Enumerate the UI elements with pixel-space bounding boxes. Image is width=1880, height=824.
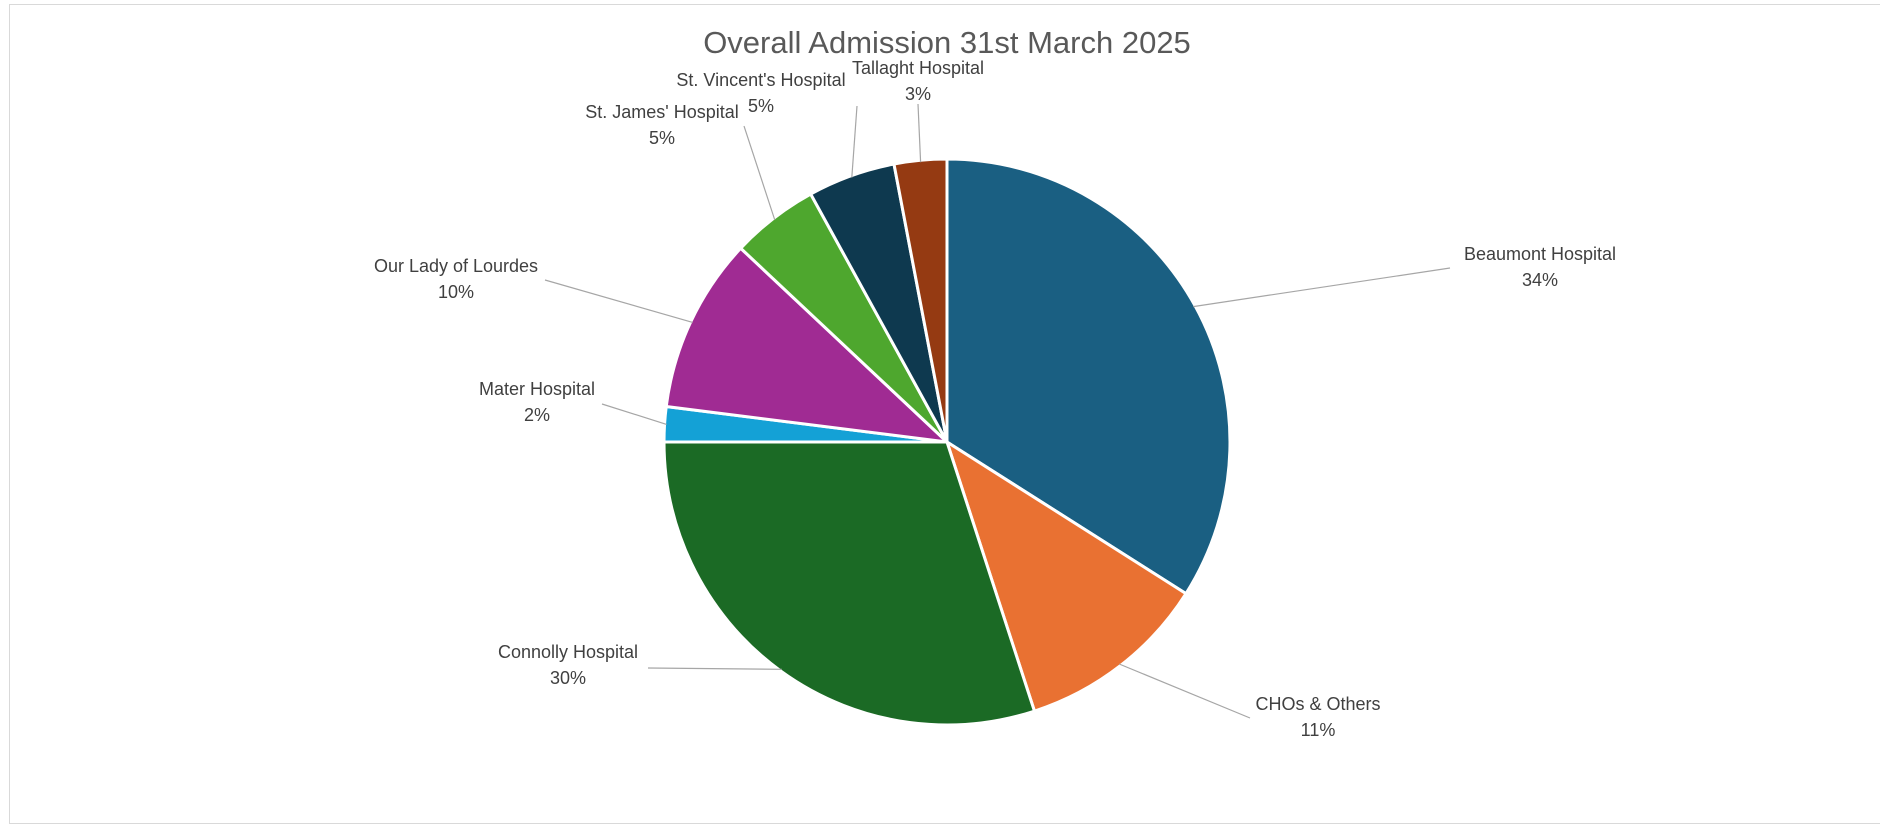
slice-value-tallaght-hospital: 3% bbox=[905, 84, 931, 104]
slice-label-tallaght-hospital: Tallaght Hospital bbox=[852, 58, 984, 78]
slice-label-st-james-hospital: St. James' Hospital bbox=[585, 102, 739, 122]
leader-lines bbox=[544, 103, 1451, 719]
slice-value-mater-hospital: 2% bbox=[524, 405, 550, 425]
slice-value-beaumont-hospital: 34% bbox=[1522, 270, 1558, 290]
pie-slice-beaumont-hospital[interactable] bbox=[945, 157, 1232, 596]
pie-slices bbox=[662, 157, 1232, 727]
leader-line-st-james-hospital bbox=[743, 125, 776, 221]
slice-label-mater-hospital: Mater Hospital bbox=[479, 379, 595, 399]
slice-label-beaumont-hospital: Beaumont Hospital bbox=[1464, 244, 1616, 264]
leader-line-connolly-hospital bbox=[647, 667, 782, 670]
slice-value-chos-others: 11% bbox=[1301, 720, 1336, 740]
slice-label-st-vincent-s-hospital: St. Vincent's Hospital bbox=[676, 70, 845, 90]
pie-slice-connolly-hospital[interactable] bbox=[662, 440, 1037, 727]
pie-slice-chos-others[interactable] bbox=[944, 438, 1189, 714]
leader-line-our-lady-of-lourdes bbox=[544, 279, 693, 323]
slice-value-connolly-hospital: 30% bbox=[550, 668, 586, 688]
leader-line-st-vincent-s-hospital bbox=[851, 105, 858, 178]
slice-value-st-james-hospital: 5% bbox=[649, 128, 675, 148]
slice-label-our-lady-of-lourdes: Our Lady of Lourdes bbox=[374, 256, 538, 276]
slice-value-our-lady-of-lourdes: 10% bbox=[438, 282, 474, 302]
slice-label-chos-others: CHOs & Others bbox=[1255, 694, 1380, 714]
leader-line-beaumont-hospital bbox=[1193, 267, 1451, 308]
chart-title: Overall Admission 31st March 2025 bbox=[703, 25, 1191, 60]
slice-value-st-vincent-s-hospital: 5% bbox=[748, 96, 774, 116]
data-labels: Beaumont Hospital 34% CHOs & Others 11% Conn… bbox=[374, 58, 1616, 740]
leader-line-tallaght-hospital bbox=[917, 103, 922, 163]
leader-line-chos-others bbox=[1118, 663, 1251, 719]
slice-label-connolly-hospital: Connolly Hospital bbox=[498, 642, 638, 662]
leader-line-mater-hospital bbox=[601, 403, 667, 425]
